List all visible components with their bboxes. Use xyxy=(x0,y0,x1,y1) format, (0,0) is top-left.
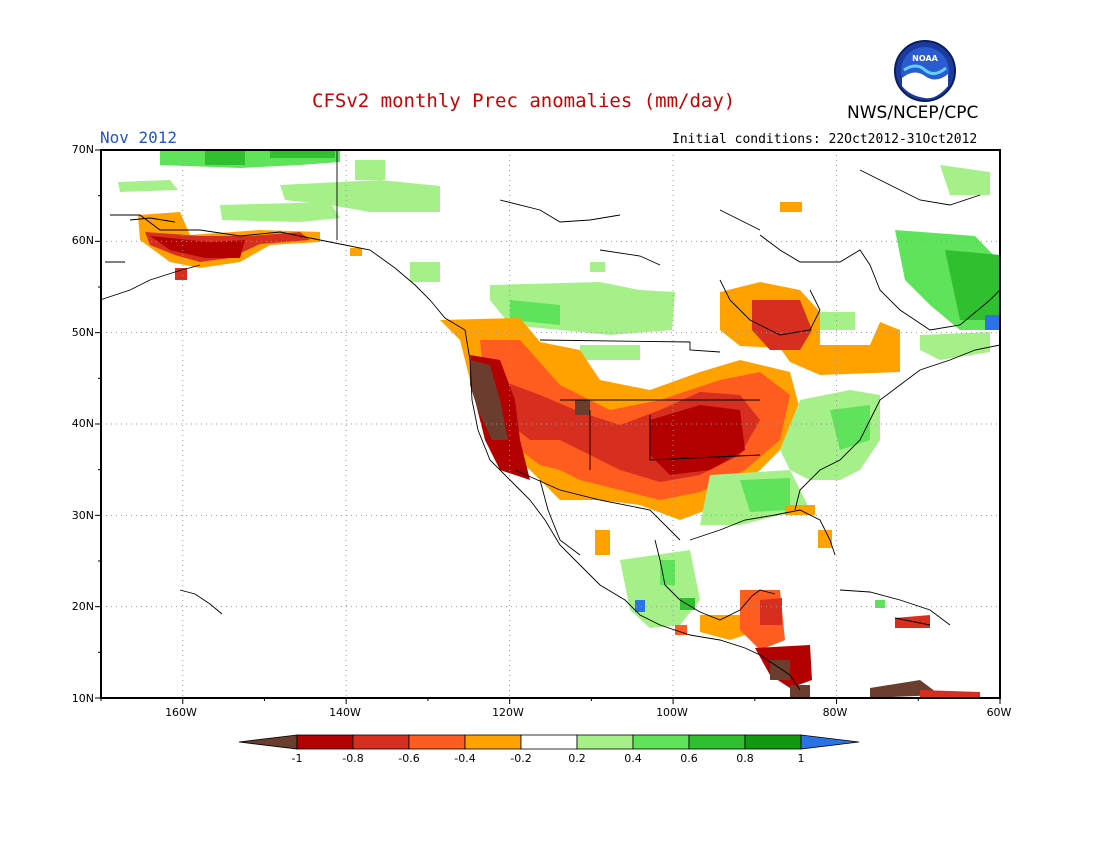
legend-label-6: 0.4 xyxy=(624,752,642,765)
legend-label-1: -0.8 xyxy=(342,752,364,765)
legend-cell xyxy=(632,734,690,750)
lon-label-100w: 100W xyxy=(656,706,688,719)
legend-label-4: -0.2 xyxy=(510,752,532,765)
lat-label-30n: 30N xyxy=(71,509,94,522)
axis-ticks xyxy=(95,149,1001,704)
legend-label-0: -1 xyxy=(291,752,303,765)
lat-label-20n: 20N xyxy=(71,600,94,613)
legend-label-8: 0.8 xyxy=(736,752,754,765)
lat-label-70n: 70N xyxy=(71,143,94,156)
legend-label-9: 1 xyxy=(797,752,805,765)
legend-arrow-low xyxy=(238,734,298,750)
legend-cell xyxy=(576,734,634,750)
legend-cell xyxy=(408,734,466,750)
legend-label-7: 0.6 xyxy=(680,752,698,765)
lon-label-120w: 120W xyxy=(492,706,524,719)
legend-cell xyxy=(744,734,802,750)
chart-title: CFSv2 monthly Prec anomalies (mm/day) xyxy=(312,90,736,112)
legend-cell xyxy=(688,734,746,750)
lon-label-140w: 140W xyxy=(329,706,361,719)
lat-label-10n: 10N xyxy=(71,692,94,705)
org-label: NWS/NCEP/CPC xyxy=(847,103,979,123)
month-label: Nov 2012 xyxy=(100,128,178,147)
lon-label-60w: 60W xyxy=(986,706,1012,719)
legend-label-3: -0.4 xyxy=(454,752,476,765)
lat-label-60n: 60N xyxy=(71,234,94,247)
legend-cell xyxy=(464,734,522,750)
coastlines xyxy=(99,150,1001,691)
init-conditions-label: Initial conditions: 22Oct2012-31Oct2012 xyxy=(672,132,978,147)
legend-cell xyxy=(520,734,578,750)
legend-label-2: -0.6 xyxy=(398,752,420,765)
anomaly-fields xyxy=(118,150,1000,699)
lon-label-160w: 160W xyxy=(165,706,197,719)
lon-label-80w: 80W xyxy=(822,706,848,719)
legend-cells xyxy=(238,734,860,750)
legend-label-5: 0.2 xyxy=(568,752,586,765)
lat-label-40n: 40N xyxy=(71,417,94,430)
noaa-logo: NOAA xyxy=(894,40,956,102)
legend-cell xyxy=(296,734,354,750)
lat-label-50n: 50N xyxy=(71,326,94,339)
legend-cell xyxy=(352,734,410,750)
legend-arrow-high xyxy=(800,734,860,750)
noaa-logo-text: NOAA xyxy=(912,54,938,63)
